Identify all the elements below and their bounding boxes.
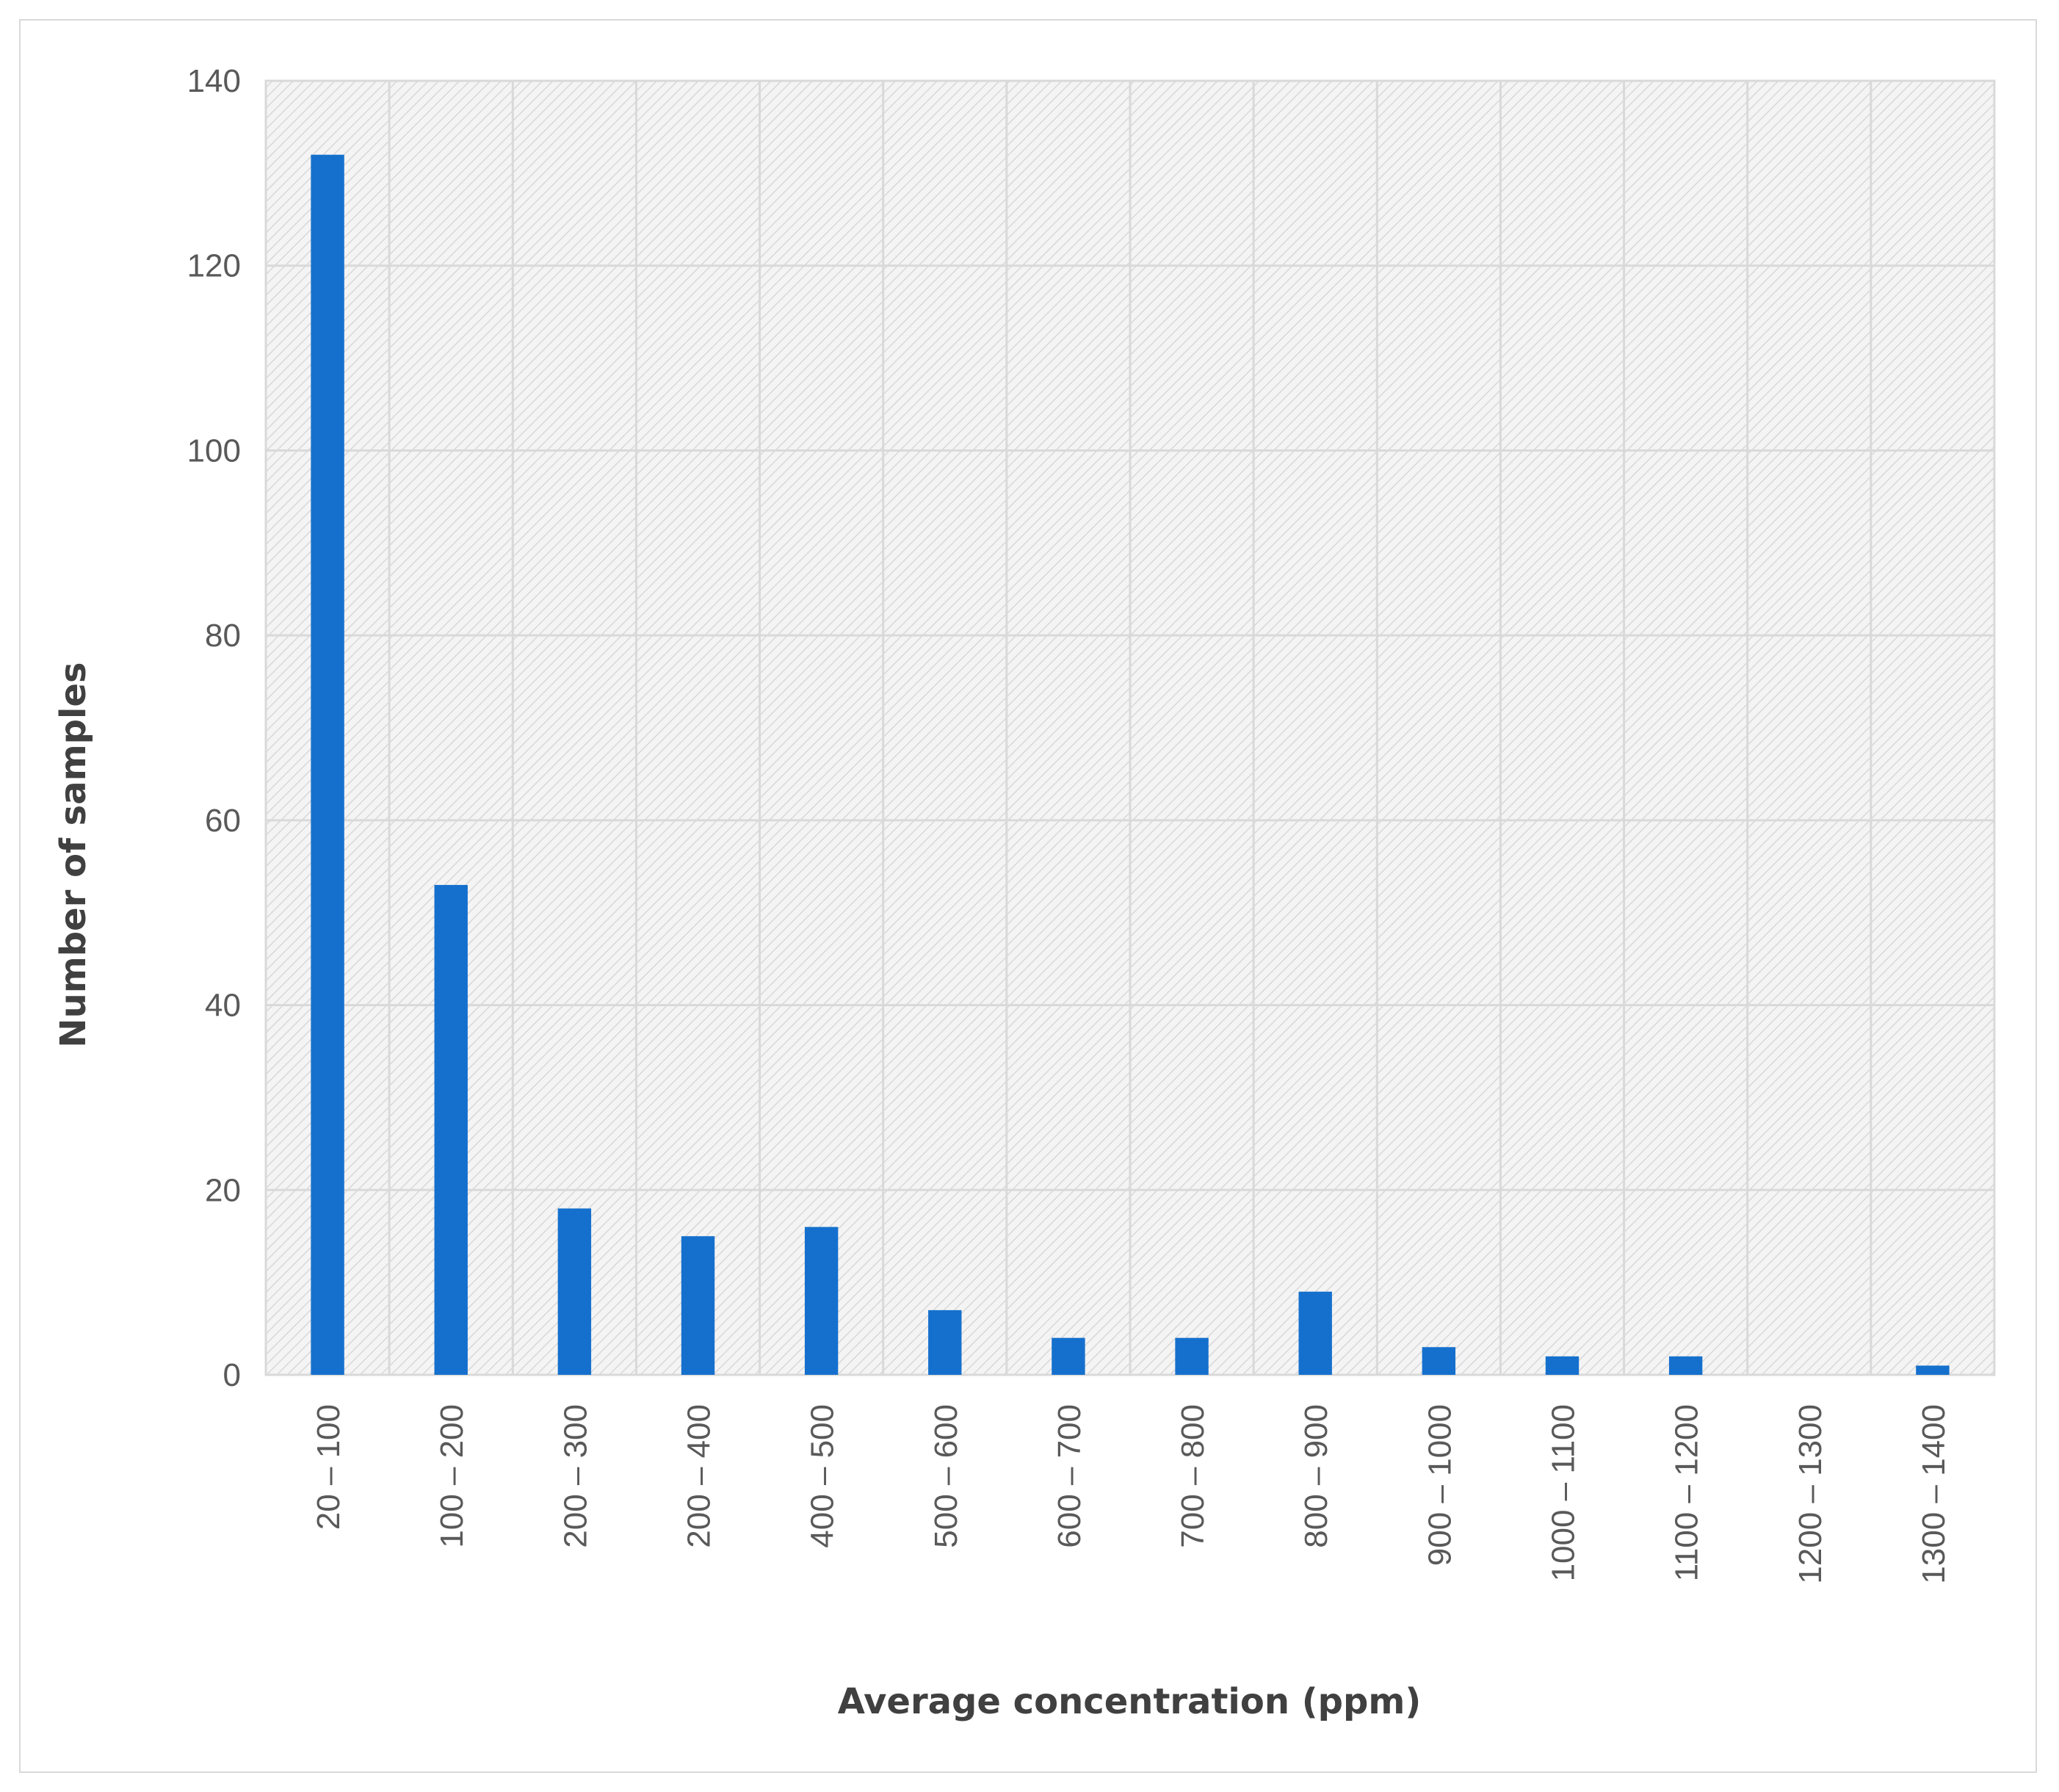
bar-0 [311, 154, 344, 1376]
bar-8 [1298, 1291, 1332, 1375]
y-tick-label-7: 140 [187, 63, 241, 99]
x-tick-label-12: 1200 – 1300 [1792, 1404, 1828, 1584]
y-tick-label-5: 100 [187, 433, 241, 469]
bar-4 [804, 1226, 839, 1375]
y-tick-label-2: 40 [205, 988, 241, 1024]
x-tick-label-9: 900 – 1000 [1422, 1404, 1458, 1566]
y-tick-labels: 0 20 40 60 80 100 120 140 [187, 63, 241, 1393]
bar-7 [1175, 1337, 1209, 1375]
bar-2 [557, 1208, 592, 1375]
x-tick-label-1: 100 – 200 [434, 1404, 470, 1548]
x-tick-label-10: 1000 – 1100 [1546, 1404, 1582, 1581]
chart-frame: 0 20 40 60 80 100 120 140 20 – 100 100 – 200 200 … [19, 19, 2037, 1773]
bar-9 [1422, 1347, 1456, 1375]
x-tick-label-11: 1100 – 1200 [1669, 1404, 1705, 1581]
bar-1 [434, 884, 468, 1375]
bar-chart: 0 20 40 60 80 100 120 140 20 – 100 100 – 200 200 … [53, 63, 1996, 1722]
x-tick-label-3: 200 – 400 [681, 1404, 717, 1548]
y-tick-label-6: 120 [187, 248, 241, 284]
bar-13 [1916, 1365, 1950, 1375]
bars [311, 154, 1950, 1376]
x-tick-label-2: 200 – 300 [557, 1404, 593, 1548]
x-tick-label-13: 1300 – 1400 [1916, 1404, 1952, 1584]
x-tick-label-4: 400 – 500 [805, 1404, 841, 1548]
plot-border [264, 79, 1996, 1376]
x-tick-label-8: 800 – 900 [1298, 1404, 1334, 1548]
gridlines [264, 79, 1996, 1376]
x-tick-label-6: 600 – 700 [1052, 1404, 1088, 1548]
y-tick-label-0: 0 [223, 1357, 241, 1393]
bar-3 [681, 1236, 715, 1375]
y-tick-label-4: 80 [205, 618, 241, 654]
bar-11 [1668, 1356, 1703, 1375]
x-tick-label-5: 500 – 600 [928, 1404, 964, 1548]
x-tick-labels: 20 – 100 100 – 200 200 – 300 200 – 400 400 –… [311, 1404, 1952, 1584]
bar-6 [1052, 1337, 1085, 1375]
y-tick-label-1: 20 [205, 1172, 241, 1208]
bar-10 [1545, 1356, 1579, 1375]
x-tick-label-7: 700 – 800 [1175, 1404, 1211, 1548]
x-tick-label-0: 20 – 100 [311, 1404, 347, 1530]
bar-5 [928, 1309, 962, 1375]
x-axis-title: Average concentration (ppm) [838, 1681, 1422, 1722]
y-tick-label-3: 60 [205, 803, 241, 839]
y-axis-title: Number of samples [53, 662, 94, 1047]
